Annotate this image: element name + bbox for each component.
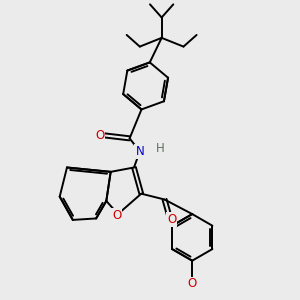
Text: N: N xyxy=(135,145,144,158)
Text: H: H xyxy=(156,142,165,155)
Text: O: O xyxy=(112,209,121,222)
Text: O: O xyxy=(95,129,104,142)
Text: O: O xyxy=(188,278,197,290)
Text: O: O xyxy=(167,213,176,226)
